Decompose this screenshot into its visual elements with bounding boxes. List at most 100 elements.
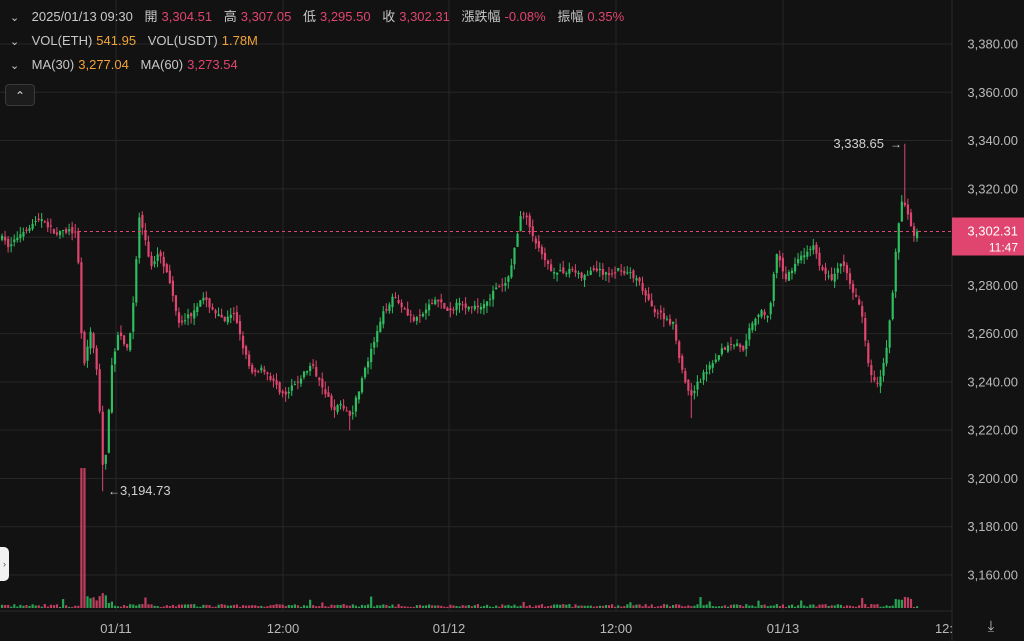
candle bbox=[717, 355, 720, 362]
volume-bar bbox=[498, 606, 501, 608]
side-panel-handle[interactable]: › bbox=[0, 547, 9, 581]
candle bbox=[211, 303, 214, 311]
volume-bar bbox=[363, 605, 367, 608]
candle bbox=[912, 222, 916, 242]
candle bbox=[214, 308, 217, 319]
candle bbox=[711, 360, 714, 374]
candle bbox=[342, 399, 345, 412]
price-tick-label: 3,220.00 bbox=[967, 423, 1018, 438]
candle bbox=[736, 339, 739, 347]
volume-bar bbox=[461, 605, 464, 608]
volume-bar bbox=[574, 604, 577, 608]
candle bbox=[391, 293, 394, 314]
volume-bar bbox=[77, 605, 80, 608]
volume-bar bbox=[723, 605, 727, 608]
volume-bar bbox=[668, 606, 672, 608]
close-label: 收 bbox=[382, 9, 396, 24]
volume-bar bbox=[729, 604, 733, 608]
candle bbox=[254, 367, 257, 377]
volume-bar bbox=[891, 605, 894, 608]
volume-bar bbox=[98, 596, 101, 608]
candle bbox=[400, 299, 403, 313]
price-tick-label: 3,280.00 bbox=[967, 278, 1018, 293]
volume-bar bbox=[65, 605, 68, 608]
candle bbox=[806, 245, 809, 260]
volume-bar bbox=[717, 606, 720, 608]
volume-bar bbox=[513, 604, 516, 608]
candle bbox=[851, 280, 855, 300]
candle bbox=[678, 339, 681, 363]
autoscale-button[interactable]: ⤓ bbox=[982, 618, 1000, 636]
candle bbox=[531, 219, 534, 242]
vol-eth-value: 541.95 bbox=[96, 33, 137, 48]
candle bbox=[726, 342, 730, 353]
candle bbox=[766, 315, 769, 323]
volume-bar bbox=[635, 604, 638, 608]
volume-bar bbox=[507, 604, 510, 608]
volume-bar bbox=[144, 597, 147, 608]
candle bbox=[699, 378, 702, 383]
volume-bar bbox=[659, 605, 662, 608]
volume-bar bbox=[257, 605, 260, 608]
volume-bar bbox=[546, 606, 550, 608]
candle bbox=[757, 313, 760, 325]
candle bbox=[879, 369, 882, 394]
candle bbox=[141, 211, 144, 236]
volume-bar bbox=[830, 605, 833, 608]
candle bbox=[19, 227, 22, 243]
candle bbox=[443, 302, 446, 310]
volume-bar bbox=[367, 604, 370, 608]
volume-bar bbox=[165, 605, 168, 608]
volume-bar bbox=[751, 605, 754, 608]
candle bbox=[568, 262, 571, 278]
volume-bar bbox=[68, 606, 71, 608]
candle bbox=[287, 387, 290, 399]
candle bbox=[821, 264, 824, 272]
volume-bar bbox=[650, 604, 653, 608]
volume-bar bbox=[525, 606, 528, 608]
candle bbox=[238, 314, 242, 341]
volume-bar bbox=[220, 604, 223, 608]
candle bbox=[855, 288, 858, 298]
volume-bar bbox=[272, 604, 275, 608]
volume-bar bbox=[873, 604, 876, 608]
candle bbox=[266, 371, 269, 381]
candle bbox=[153, 256, 156, 268]
candle bbox=[165, 262, 168, 274]
candle bbox=[318, 376, 321, 387]
collapse-legend-button[interactable]: ⌃ bbox=[5, 84, 35, 106]
volume-bar bbox=[492, 606, 495, 608]
candle bbox=[553, 267, 556, 279]
candle bbox=[4, 230, 7, 245]
candle bbox=[132, 296, 135, 340]
low-value: 3,295.50 bbox=[319, 9, 371, 24]
candle bbox=[510, 258, 513, 279]
candle bbox=[1, 233, 4, 242]
chevron-down-icon[interactable]: ⌄ bbox=[10, 36, 20, 48]
candle bbox=[794, 257, 797, 275]
candle bbox=[543, 247, 547, 267]
candle bbox=[351, 405, 354, 420]
chevron-down-icon[interactable]: ⌄ bbox=[10, 12, 20, 24]
volume-bar bbox=[763, 604, 766, 608]
volume-bar bbox=[888, 606, 891, 608]
volume-bar bbox=[851, 606, 855, 608]
candle bbox=[672, 321, 675, 330]
candle bbox=[818, 247, 821, 271]
candle bbox=[916, 228, 919, 242]
volume-bar bbox=[153, 605, 156, 608]
candle bbox=[144, 223, 147, 246]
price-tag-bg bbox=[952, 217, 1024, 256]
volume-bar bbox=[501, 604, 504, 608]
candle bbox=[565, 271, 568, 277]
time-tick-label: 12:00 bbox=[600, 621, 633, 636]
volume-bar bbox=[28, 605, 31, 608]
chevron-down-icon[interactable]: ⌄ bbox=[10, 60, 20, 72]
candle bbox=[16, 231, 19, 243]
volume-bar bbox=[614, 606, 617, 608]
volume-bar bbox=[714, 606, 717, 608]
volume-bar bbox=[903, 596, 906, 608]
volume-bar bbox=[626, 604, 629, 608]
volume-bar bbox=[275, 604, 278, 608]
